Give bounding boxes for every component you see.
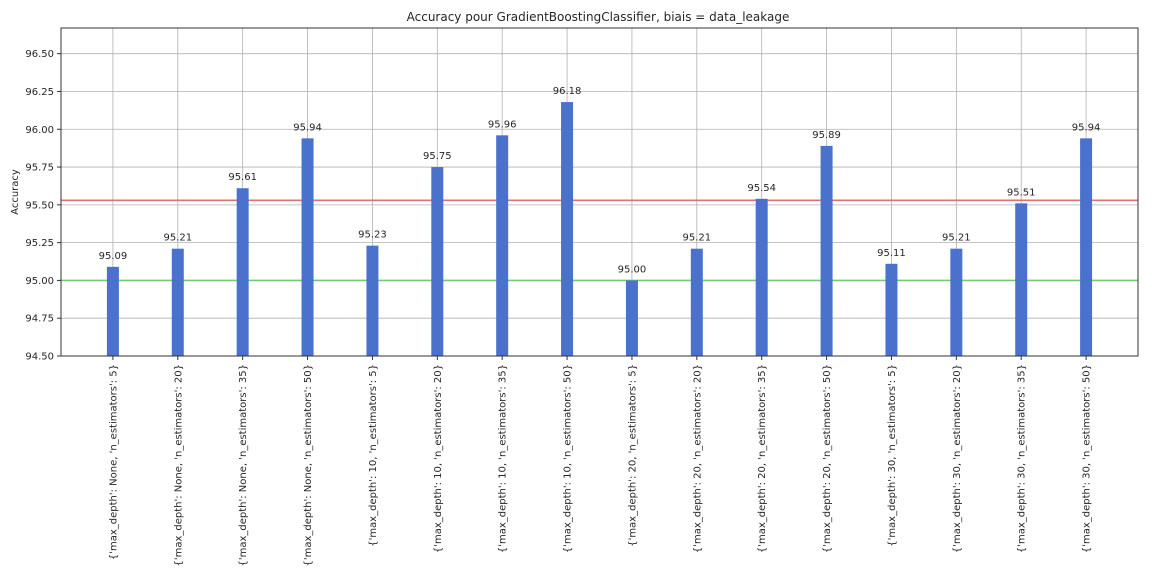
grid-layer — [61, 28, 1138, 357]
y-tick-label: 95.00 — [25, 276, 54, 287]
bar — [1080, 138, 1093, 356]
bar-value-label: 95.75 — [423, 151, 452, 162]
x-tick-label: {'max_depth': 30, 'n_estimators': 35} — [1017, 364, 1028, 553]
bar — [1015, 203, 1028, 356]
bar — [431, 167, 444, 356]
x-tick-label: {'max_depth': 30, 'n_estimators': 50} — [1082, 364, 1093, 553]
x-tick-label: {'max_depth': 10, 'n_estimators': 35} — [498, 364, 509, 553]
bar — [755, 198, 768, 356]
y-tick-label: 96.50 — [25, 49, 54, 60]
bars — [106, 102, 1093, 356]
bar-value-label: 95.09 — [99, 251, 128, 262]
x-tick-label: {'max_depth': 10, 'n_estimators': 5} — [368, 364, 379, 547]
bar-value-label: 95.21 — [682, 233, 711, 244]
y-tick-label: 94.50 — [25, 352, 54, 363]
x-tick-label: {'max_depth': 20, 'n_estimators': 35} — [757, 364, 768, 553]
x-tick-label: {'max_depth': None, 'n_estimators': 50} — [303, 364, 314, 567]
x-tick-label: {'max_depth': None, 'n_estimators': 5} — [108, 364, 119, 560]
x-tick-label: {'max_depth': 20, 'n_estimators': 5} — [627, 364, 638, 547]
y-tick-label: 95.75 — [25, 163, 54, 174]
bar — [690, 248, 703, 356]
bar-value-label: 95.61 — [228, 172, 257, 183]
bar — [885, 263, 898, 356]
y-tick-label: 94.75 — [25, 314, 54, 325]
bar-value-label: 95.11 — [877, 248, 906, 259]
bar — [106, 266, 119, 356]
bar — [625, 280, 638, 356]
bar-value-label: 95.94 — [1072, 122, 1101, 133]
bar-value-label: 95.00 — [618, 264, 647, 275]
bar-value-label: 95.54 — [747, 183, 776, 194]
x-tick-label: {'max_depth': 20, 'n_estimators': 50} — [822, 364, 833, 553]
bar-value-label: 95.21 — [163, 233, 192, 244]
bar-value-label: 95.89 — [812, 130, 841, 141]
y-tick-label: 96.00 — [25, 125, 54, 136]
bar — [496, 135, 509, 356]
y-tick-label: 95.50 — [25, 200, 54, 211]
x-tick-label: {'max_depth': None, 'n_estimators': 35} — [238, 364, 249, 567]
plot-frame — [60, 27, 1139, 357]
chart-title: Accuracy pour GradientBoostingClassifier… — [407, 10, 790, 24]
data-labels: 95.09 95.21 95.61 95.94 95.23 95.75 95.96 96.18… — [99, 86, 1101, 275]
x-tick-label: {'max_depth': 10, 'n_estimators': 20} — [433, 364, 444, 553]
y-tick-labels: 94.50 94.75 95.00 95.25 95.50 95.75 96.00 96.25… — [25, 49, 61, 363]
x-tick-label: {'max_depth': 30, 'n_estimators': 20} — [952, 364, 963, 553]
bar — [366, 245, 379, 356]
x-tick-label: {'max_depth': 20, 'n_estimators': 20} — [692, 364, 703, 553]
bar — [171, 248, 184, 356]
bar — [820, 145, 833, 356]
bar-value-label: 95.94 — [293, 122, 322, 133]
y-tick-label: 96.25 — [25, 87, 54, 98]
bar — [301, 138, 314, 356]
y-tick-label: 95.25 — [25, 238, 54, 249]
bar — [950, 248, 963, 356]
bar — [561, 102, 574, 356]
bar — [236, 188, 249, 356]
x-tick-labels: {'max_depth': None, 'n_estimators': 5} {'… — [108, 356, 1093, 567]
x-tick-label: {'max_depth': 10, 'n_estimators': 50} — [563, 364, 574, 553]
bar-value-label: 95.23 — [358, 230, 387, 241]
bar-value-label: 96.18 — [553, 86, 582, 97]
y-axis-label: Accuracy — [10, 169, 21, 215]
bar-value-label: 95.21 — [942, 233, 971, 244]
x-tick-label: {'max_depth': None, 'n_estimators': 20} — [173, 364, 184, 567]
bar-value-label: 95.51 — [1007, 187, 1036, 198]
x-tick-label: {'max_depth': 30, 'n_estimators': 5} — [887, 364, 898, 547]
reference-lines — [61, 199, 1138, 282]
bar-value-label: 95.96 — [488, 119, 517, 130]
